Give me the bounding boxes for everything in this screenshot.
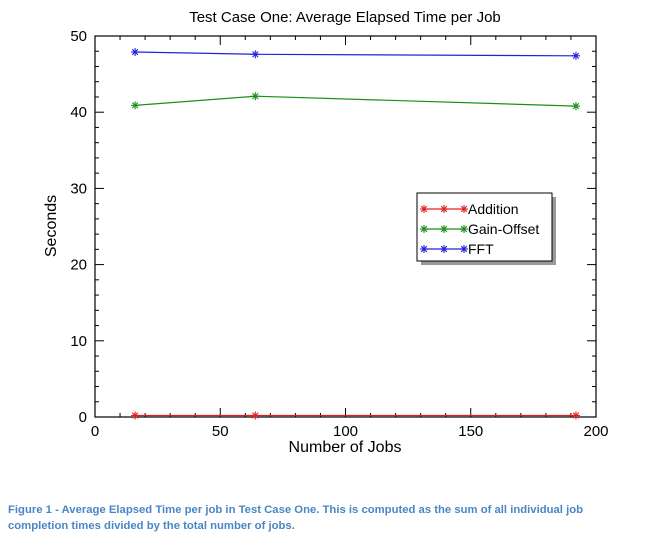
data-point: [440, 245, 448, 253]
axes-layer: 0 50 100 150 200 0 10 20 30 40 50: [70, 28, 608, 440]
series-addition: [131, 411, 580, 420]
data-point: [460, 245, 468, 253]
y-tick-label: 20: [70, 257, 87, 274]
data-point: [251, 411, 260, 420]
figure-caption: Figure 1 - Average Elapsed Time per job …: [8, 504, 584, 532]
legend-entry: FFT: [420, 241, 494, 257]
series-fft: [131, 48, 580, 60]
data-point: [460, 225, 468, 233]
series-line: [135, 51, 576, 57]
series-gain-offset: [131, 92, 580, 111]
x-tick-label: 50: [212, 423, 229, 440]
legend-entry: Addition: [420, 201, 519, 217]
legend-entries: Addition Gain-Offset FFT: [420, 201, 539, 257]
data-point: [571, 51, 580, 60]
data-point: [251, 92, 260, 101]
x-tick-label: 100: [333, 423, 358, 440]
data-point: [571, 411, 580, 420]
x-tick-label: 0: [91, 423, 99, 440]
chart-title: Test Case One: Average Elapsed Time per …: [189, 9, 501, 26]
data-point: [420, 225, 428, 233]
data-point: [131, 101, 140, 110]
legend-box: [416, 192, 553, 262]
data-point: [460, 205, 468, 213]
y-tick-label: 30: [70, 180, 87, 197]
legend-label: FFT: [468, 241, 494, 257]
data-point: [420, 245, 428, 253]
legend-label: Gain-Offset: [468, 221, 539, 237]
y-axis-label: Seconds: [43, 195, 60, 257]
data-point: [251, 50, 260, 59]
data-point: [131, 411, 140, 420]
x-tick-label: 200: [583, 423, 608, 440]
chart-svg: Test Case One: Average Elapsed Time per …: [43, 9, 609, 456]
data-point: [440, 205, 448, 213]
data-point: [131, 48, 140, 57]
data-point: [571, 102, 580, 111]
series-line: [135, 95, 576, 107]
legend-label: Addition: [468, 201, 519, 217]
data-point: [440, 225, 448, 233]
legend: Addition Gain-Offset FFT: [416, 192, 556, 265]
x-axis-label: Number of Jobs: [289, 439, 402, 456]
chart: Test Case One: Average Elapsed Time per …: [43, 9, 609, 456]
x-tick-label: 150: [458, 423, 483, 440]
y-tick-label: 50: [70, 28, 87, 45]
y-tick-label: 10: [70, 333, 87, 350]
legend-entry: Gain-Offset: [420, 221, 539, 237]
series-layer: [131, 48, 580, 420]
data-point: [420, 205, 428, 213]
y-tick-label: 0: [79, 409, 87, 426]
y-tick-label: 40: [70, 104, 87, 121]
